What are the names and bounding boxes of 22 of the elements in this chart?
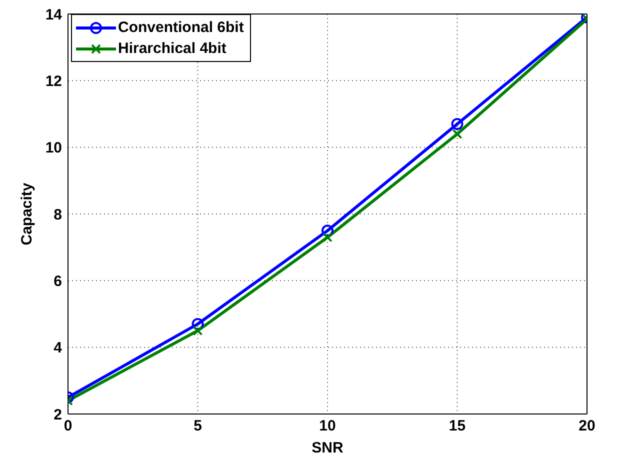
x-axis-title: SNR — [312, 440, 344, 457]
point — [322, 224, 334, 237]
y-tick-label: 6 — [54, 272, 62, 290]
y-tick-label: 8 — [54, 206, 62, 224]
point — [451, 118, 464, 130]
y-tick-label: 2 — [54, 406, 62, 424]
point — [322, 232, 332, 242]
point — [192, 318, 204, 330]
x-tick-label: 10 — [319, 418, 336, 435]
y-tick-label: 10 — [45, 140, 62, 157]
y-tick-label: 14 — [45, 6, 63, 24]
point — [452, 129, 462, 139]
y-tick-label: 4 — [54, 340, 63, 357]
x-tick-label: 20 — [578, 418, 596, 435]
point — [192, 326, 203, 336]
legend-label: Conventional 6bit — [118, 19, 244, 36]
y-tick-label: 12 — [45, 72, 62, 90]
legend-label: Hirarchical 4bit — [118, 40, 226, 57]
x-tick-label: 5 — [194, 418, 202, 435]
x-tick-label: 0 — [64, 418, 72, 435]
y-axis-title: Capacity — [18, 182, 36, 246]
x-tick-label: 15 — [448, 418, 466, 435]
